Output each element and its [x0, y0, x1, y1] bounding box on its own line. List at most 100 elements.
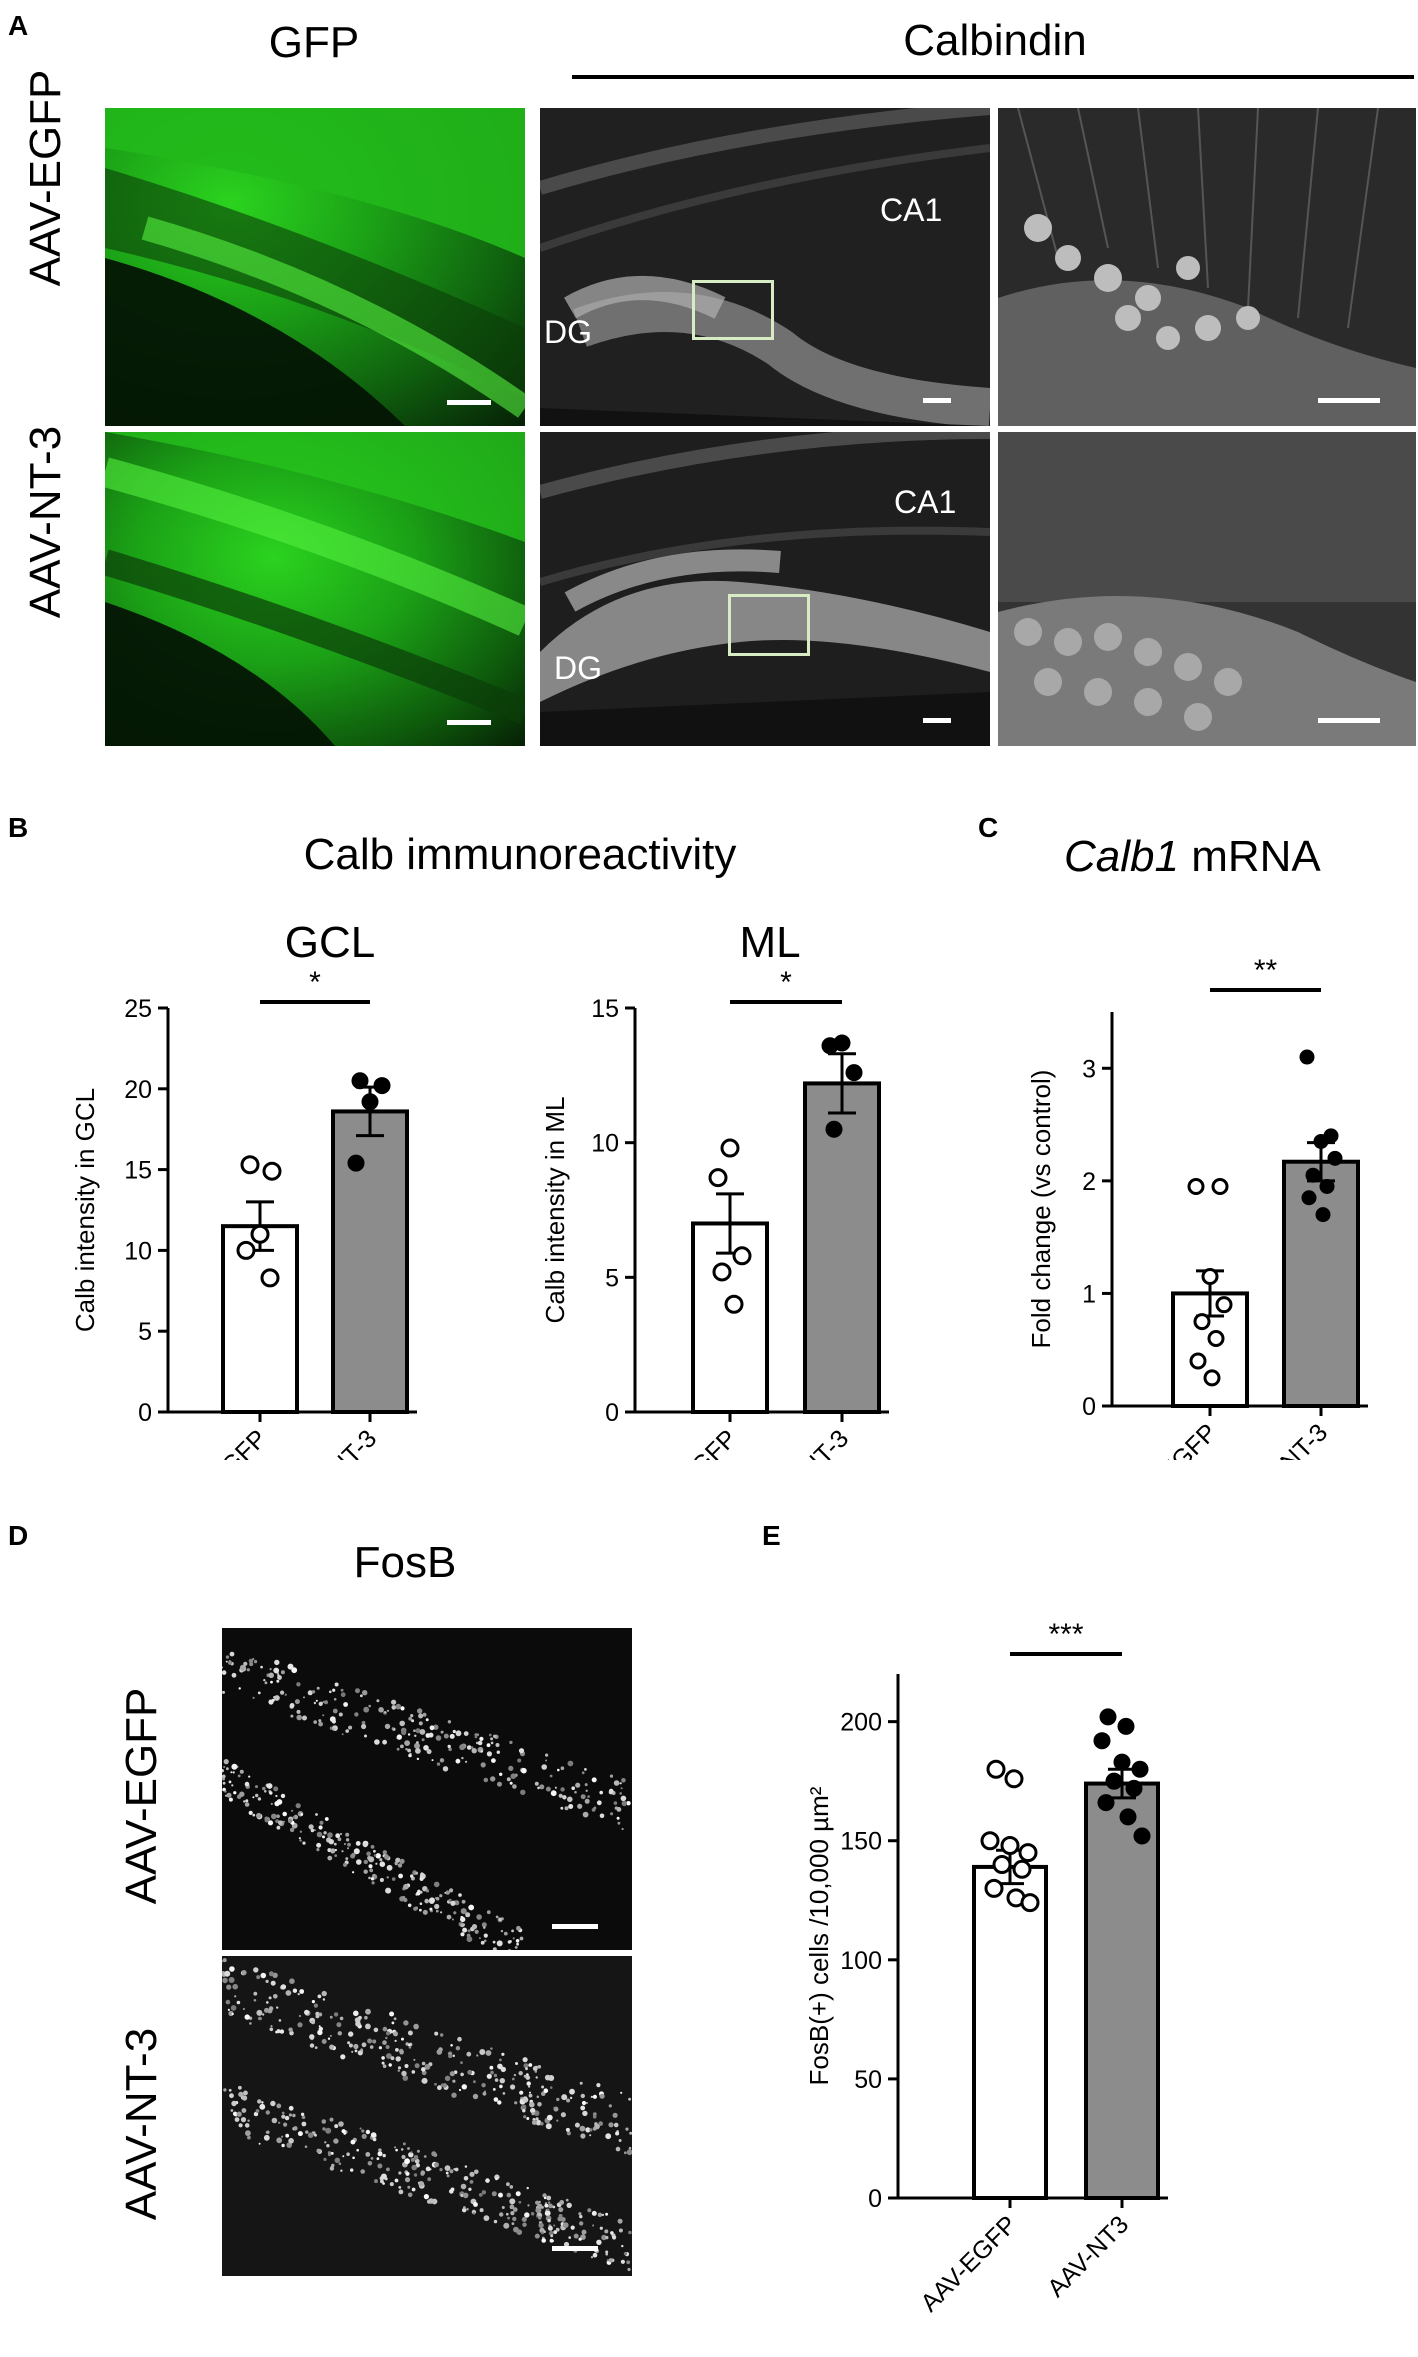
- fosb-cell: [307, 2132, 314, 2138]
- fosb-cell: [499, 2084, 503, 2089]
- fosb-cell: [318, 1719, 322, 1723]
- fosb-cell: [517, 1758, 522, 1763]
- data-point: [260, 1268, 280, 1288]
- fosb-cell: [567, 1796, 573, 1803]
- fosb-cell: [584, 1783, 588, 1787]
- fosb-cell: [605, 2252, 608, 2256]
- fosb-cell: [322, 2127, 326, 2131]
- data-point: [1113, 1753, 1131, 1771]
- fosb-cell: [448, 1747, 452, 1752]
- fosb-cell: [329, 2166, 335, 2171]
- fosb-cell: [224, 1970, 231, 1977]
- fosb-cell: [343, 1862, 347, 1867]
- fosb-cell: [423, 2155, 427, 2158]
- fosb-cell: [469, 2171, 475, 2177]
- fosb-cell: [534, 2070, 538, 2073]
- fosb-cell: [362, 1841, 368, 1848]
- fosb-cell: [485, 2178, 490, 2183]
- fosb-cell: [398, 2189, 404, 2195]
- fosb-cell: [338, 1712, 343, 1717]
- fosb-cell: [323, 2157, 327, 2161]
- fosb-cell: [621, 1827, 624, 1831]
- fosb-cell: [403, 1883, 409, 1890]
- calbindin-texture-nt3: [540, 432, 990, 746]
- fosb-cell: [393, 2031, 398, 2037]
- fosb-cell: [537, 1786, 540, 1790]
- fosb-cell: [626, 2149, 632, 2156]
- fosb-cell: [580, 2093, 585, 2099]
- dg-label: DG: [544, 314, 592, 350]
- fosb-cell: [578, 2212, 582, 2216]
- fosb-cell: [539, 1784, 545, 1790]
- fosb-cell: [579, 2221, 584, 2226]
- fosb-cell: [481, 2083, 486, 2088]
- fosb-cell: [514, 2101, 518, 2105]
- fosb-cell: [592, 2126, 597, 2131]
- fosb-cell: [329, 2117, 334, 2122]
- fosb-cell: [533, 2110, 540, 2116]
- fosb-cell: [231, 1784, 234, 1787]
- fosb-cell: [581, 1771, 585, 1775]
- fosb-cell: [298, 1837, 301, 1840]
- fosb-cell: [274, 1659, 280, 1666]
- fosb-cell: [367, 2038, 373, 2044]
- fosb-texture-nt3: [222, 1958, 632, 2272]
- x-tick-label: AAV-EGFP: [915, 2210, 1022, 2317]
- fosb-cell: [410, 1714, 414, 1718]
- fosb-cell: [506, 2192, 512, 2198]
- fosb-cell: [449, 1888, 454, 1893]
- fosb-cell: [528, 2063, 533, 2067]
- fosb-cell: [255, 1793, 259, 1798]
- fosb-cell: [580, 2234, 586, 2240]
- fosb-cell: [368, 1864, 373, 1869]
- fosb-cell: [616, 1816, 620, 1820]
- fosb-cell: [327, 2037, 331, 2040]
- fosb-cell: [228, 1660, 232, 1665]
- fosb-cell: [258, 2142, 261, 2145]
- fosb-cell: [523, 2115, 527, 2119]
- fosb-cell: [435, 1909, 439, 1913]
- fosb-cell: [265, 2110, 270, 2115]
- fosb-cell: [510, 2211, 515, 2216]
- fosb-cell: [264, 1681, 268, 1685]
- fosb-cell: [280, 1984, 287, 1990]
- fosb-cell: [613, 1780, 620, 1786]
- fosb-cell: [464, 2165, 468, 2168]
- fosb-cell: [298, 2014, 301, 2018]
- fosb-cell: [494, 2078, 499, 2082]
- data-point: [1117, 1717, 1135, 1735]
- bar: [221, 1224, 299, 1414]
- fosb-cell: [447, 1720, 452, 1724]
- fosb-cell: [599, 2093, 605, 2099]
- fosb-cell: [598, 2121, 603, 2126]
- data-point: [373, 1077, 391, 1095]
- fosb-cell: [225, 1794, 228, 1797]
- fosb-cell: [398, 2186, 402, 2189]
- fosb-cell: [569, 2096, 573, 2100]
- fosb-cell: [403, 2020, 409, 2026]
- fosb-cell: [382, 1739, 387, 1745]
- fosb-cell: [370, 2132, 377, 2138]
- fosb-cell: [426, 1749, 432, 1755]
- fosb-cell: [258, 2016, 262, 2021]
- fosb-cell: [499, 1772, 503, 1776]
- fosb-cell: [476, 1914, 482, 1920]
- fosb-cell: [297, 2131, 303, 2137]
- fosb-cell: [543, 2196, 547, 2200]
- fosb-cell: [232, 1983, 238, 1990]
- fosb-cell: [610, 2231, 614, 2235]
- fosb-cell: [280, 1690, 285, 1695]
- y-tick-label: 20: [124, 1076, 152, 1104]
- fosb-cell: [222, 1958, 227, 1963]
- fosb-cell: [338, 2162, 342, 2165]
- data-point: [732, 1246, 752, 1266]
- fosb-cell: [434, 2162, 439, 2168]
- data-point: [986, 1759, 1006, 1779]
- fosb-cell: [385, 2031, 391, 2036]
- fosb-cell: [263, 1679, 266, 1682]
- fosb-cell: [347, 2041, 351, 2045]
- fosb-cell: [374, 1739, 380, 1745]
- fosb-cell: [415, 1748, 421, 1754]
- fosb-cell: [509, 2204, 515, 2210]
- fosb-cell: [612, 2235, 617, 2240]
